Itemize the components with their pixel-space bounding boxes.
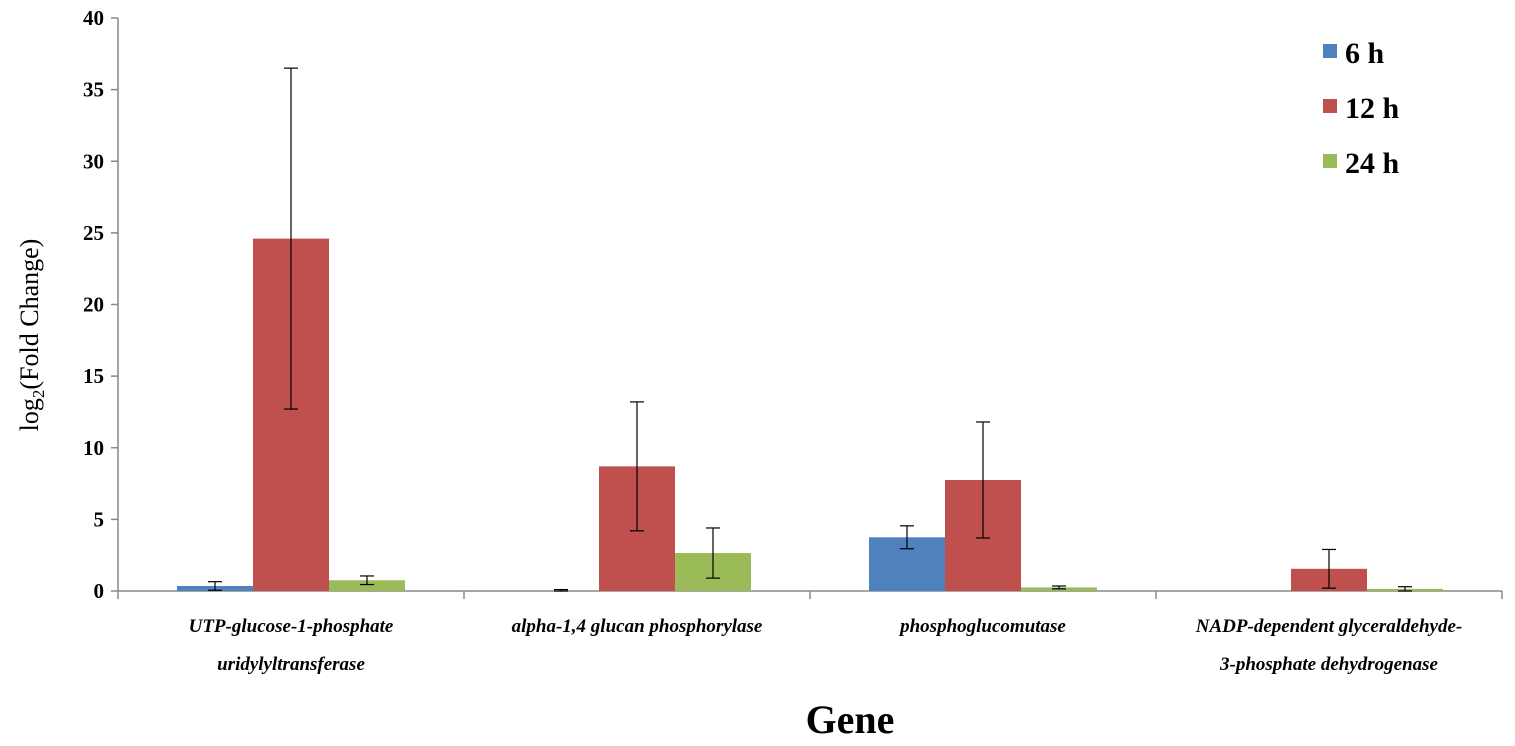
- category-label: UTP-glucose-1-phosphate: [189, 616, 394, 637]
- y-axis: 0 5 10 15 20 25 30 35 40: [83, 6, 119, 603]
- y-tick-label: 40: [83, 6, 104, 30]
- bar: [329, 580, 405, 591]
- y-tick-label: 10: [83, 436, 104, 460]
- legend-swatch: [1323, 154, 1337, 168]
- x-axis: [117, 590, 1503, 599]
- y-axis-title-subscript: 2: [29, 390, 48, 399]
- legend-label: 24 h: [1345, 147, 1400, 180]
- category-label: 3-phosphate dehydrogenase: [1219, 654, 1439, 675]
- bars: [177, 238, 1443, 592]
- y-axis-title-rest: (Fold Change): [15, 239, 44, 390]
- y-axis-title-log: log: [15, 398, 44, 431]
- legend-label: 12 h: [1345, 92, 1400, 125]
- category-label: phosphoglucomutase: [898, 616, 1066, 637]
- legend-label: 6 h: [1345, 37, 1385, 70]
- legend-swatch: [1323, 44, 1337, 58]
- y-tick-label: 35: [83, 78, 104, 102]
- y-tick-label: 30: [83, 149, 104, 173]
- y-tick-label: 20: [83, 293, 104, 317]
- y-tick-label: 25: [83, 221, 104, 245]
- legend: 6 h 12 h 24 h: [1323, 37, 1400, 180]
- legend-swatch: [1323, 99, 1337, 113]
- x-axis-title: Gene: [806, 697, 895, 742]
- category-labels: UTP-glucose-1-phosphate uridylyltransfera…: [189, 616, 1463, 675]
- y-tick-label: 0: [94, 579, 105, 603]
- y-tick-label: 5: [94, 507, 105, 531]
- y-tick-label: 15: [83, 364, 104, 388]
- category-label: NADP-dependent glyceraldehyde-: [1195, 616, 1462, 637]
- y-axis-title: log2(Fold Change): [15, 239, 48, 432]
- error-bars: [208, 67, 1412, 592]
- category-label: uridylyltransferase: [217, 654, 365, 675]
- category-label: alpha-1,4 glucan phosphorylase: [512, 616, 763, 637]
